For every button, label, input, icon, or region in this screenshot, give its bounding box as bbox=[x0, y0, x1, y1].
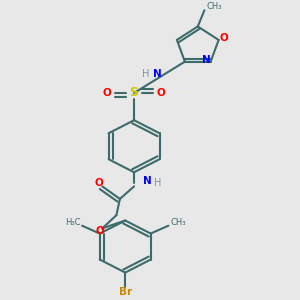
Text: S: S bbox=[130, 86, 139, 99]
Text: N: N bbox=[143, 176, 152, 186]
Text: O: O bbox=[157, 88, 165, 98]
Text: H₃C: H₃C bbox=[65, 218, 80, 227]
Text: H: H bbox=[154, 178, 162, 188]
Text: Br: Br bbox=[119, 287, 132, 297]
Text: CH₃: CH₃ bbox=[170, 218, 186, 227]
Text: H: H bbox=[142, 69, 149, 79]
Text: CH₃: CH₃ bbox=[206, 2, 222, 11]
Text: N: N bbox=[153, 69, 162, 79]
Text: O: O bbox=[94, 178, 103, 188]
Text: O: O bbox=[103, 88, 112, 98]
Text: O: O bbox=[220, 33, 229, 43]
Text: O: O bbox=[95, 226, 104, 236]
Text: N: N bbox=[202, 55, 211, 65]
